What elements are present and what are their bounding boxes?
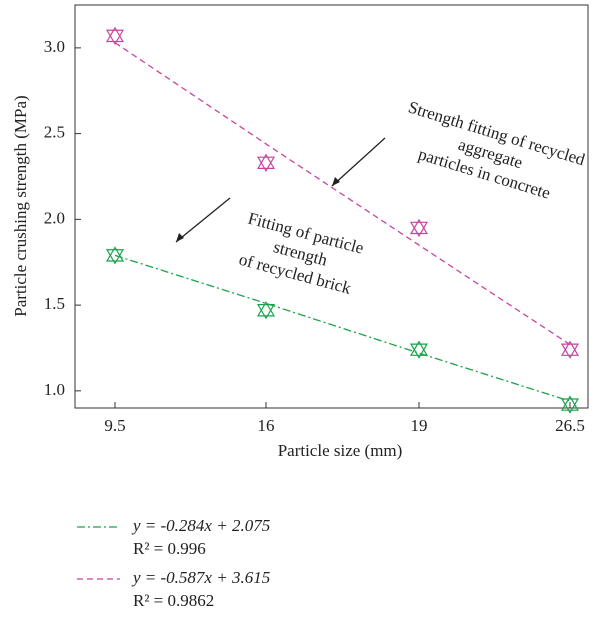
annotation: Strength fitting of recycledaggregatepar… [406,97,588,202]
arrow-head [332,177,340,186]
y-tick-label: 2.0 [44,208,65,227]
data-point [560,395,580,414]
y-tick-label: 3.0 [44,37,65,56]
y-axis-label: Particle crushing strength (MPa) [11,95,30,316]
x-tick-label: 9.5 [104,416,125,435]
fit-line [114,42,571,346]
data-point [256,301,276,320]
legend-r2: R² = 0.996 [133,539,206,558]
y-tick-label: 1.5 [44,294,65,313]
x-axis-label: Particle size (mm) [278,441,403,460]
x-tick-label: 19 [411,416,428,435]
data-point [409,340,429,359]
annotation-arrow [175,197,231,243]
legend-label: y = -0.587x + 3.615 [131,568,270,587]
legend-r2: R² = 0.9862 [133,591,214,610]
y-tick-label: 2.5 [44,123,65,142]
data-point [409,218,429,238]
x-tick-label: 16 [258,416,275,435]
plot-frame [74,4,589,409]
data-point [105,26,125,46]
legend-label: y = -0.284x + 2.075 [131,516,270,535]
y-tick-label: 1.0 [44,380,65,399]
x-tick-label: 26.5 [555,416,585,435]
data-point [105,246,125,265]
data-point [256,153,276,172]
data-point [560,340,580,359]
arrow-head [176,233,184,242]
annotation-arrow [331,137,386,187]
